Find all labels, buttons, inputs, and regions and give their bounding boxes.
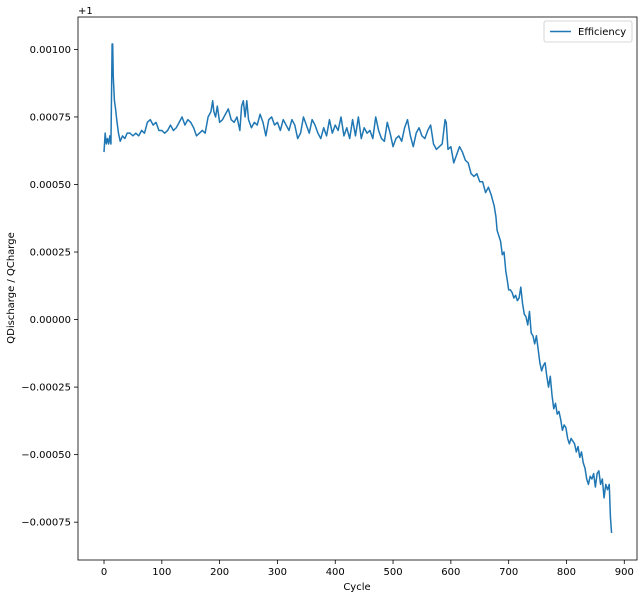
legend-label: Efficiency — [578, 27, 626, 38]
x-tick-label: 200 — [210, 567, 229, 578]
x-tick-label: 900 — [615, 567, 634, 578]
x-axis-label: Cycle — [343, 582, 370, 593]
y-tick-label: 0.00100 — [30, 45, 71, 56]
y-tick-label: 0.00050 — [30, 180, 71, 191]
axis-ticks: 0 100 200 300 400 500 600 700 800 900 0.00100 0.000… — [21, 45, 634, 578]
y-tick-label: −0.00075 — [21, 518, 71, 529]
y-axis-label: QDischarge / QCharge — [6, 232, 17, 343]
legend: Efficiency — [543, 20, 633, 43]
series-line-0 — [103, 43, 613, 534]
y-offset-label: +1 — [78, 6, 93, 17]
x-tick-label: 300 — [268, 567, 287, 578]
x-tick-label: 400 — [326, 567, 345, 578]
legend-box — [543, 20, 633, 43]
y-tick-label: 0.00075 — [30, 112, 71, 123]
x-tick-label: 600 — [441, 567, 460, 578]
x-tick-label: 700 — [499, 567, 518, 578]
y-tick-label: 0.00025 — [30, 248, 71, 259]
y-tick-label: 0.00000 — [30, 315, 71, 326]
x-tick-label: 500 — [384, 567, 403, 578]
x-tick-label: 0 — [101, 567, 107, 578]
x-tick-label: 800 — [557, 567, 576, 578]
y-tick-label: −0.00050 — [21, 450, 71, 461]
axes-frame — [77, 16, 638, 561]
y-tick-label: −0.00025 — [21, 383, 71, 394]
plot-area — [103, 43, 613, 534]
x-tick-label: 100 — [152, 567, 171, 578]
